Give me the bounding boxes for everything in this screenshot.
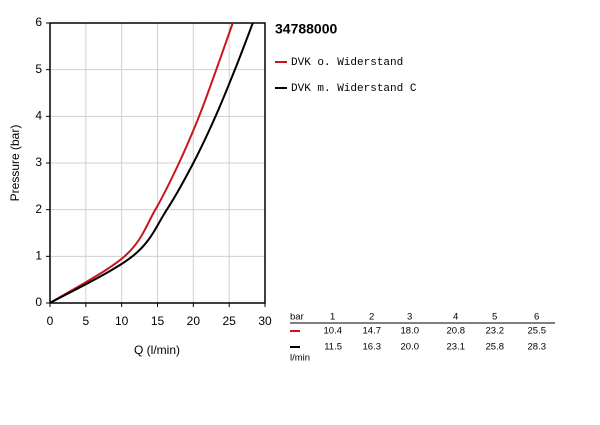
y-tick-label: 3	[35, 155, 42, 169]
table-cell: 14.7	[363, 326, 382, 337]
plot-frame	[49, 22, 266, 304]
table-cell: 23.1	[447, 342, 466, 353]
legend-label: DVK m. Widerstand C	[291, 83, 417, 95]
table-cell: 25.5	[528, 326, 547, 337]
y-tick-label: 1	[35, 249, 42, 263]
x-tick-label: 20	[187, 314, 201, 328]
table-cell: 10.4	[324, 326, 343, 337]
y-axis-label: Pressure (bar)	[8, 125, 22, 202]
y-tick-label: 2	[35, 202, 42, 216]
table-cell: 20.0	[401, 342, 420, 353]
table-cell: 23.2	[486, 326, 505, 337]
chart-title: 34788000	[275, 21, 338, 37]
table-unit-label: l/min	[290, 353, 310, 364]
table-cell: 20.8	[447, 326, 466, 337]
y-tick-label: 0	[35, 295, 42, 309]
table-header: 6	[534, 312, 539, 323]
x-tick-label: 0	[47, 314, 54, 328]
y-tick-label: 4	[35, 109, 42, 123]
curve	[49, 22, 234, 304]
x-tick-label: 30	[258, 314, 272, 328]
table-header: 1	[330, 312, 335, 323]
y-tick-label: 6	[35, 15, 42, 29]
table-cell: 16.3	[363, 342, 382, 353]
x-tick-label: 5	[82, 314, 89, 328]
table-header-label: bar	[290, 312, 304, 323]
table-header: 3	[407, 312, 412, 323]
legend-label: DVK o. Widerstand	[291, 57, 403, 69]
table-cell: 25.8	[486, 342, 505, 353]
curve	[49, 22, 254, 304]
x-tick-label: 15	[151, 314, 165, 328]
table-header: 2	[369, 312, 374, 323]
table-cell: 11.5	[324, 342, 342, 353]
table-header: 5	[492, 312, 497, 323]
table-cell: 28.3	[528, 342, 547, 353]
x-axis-label: Q (l/min)	[134, 343, 180, 357]
x-tick-label: 25	[222, 314, 236, 328]
table-cell: 18.0	[401, 326, 420, 337]
x-tick-label: 10	[115, 314, 129, 328]
y-tick-label: 5	[35, 62, 42, 76]
table-header: 4	[453, 312, 458, 323]
